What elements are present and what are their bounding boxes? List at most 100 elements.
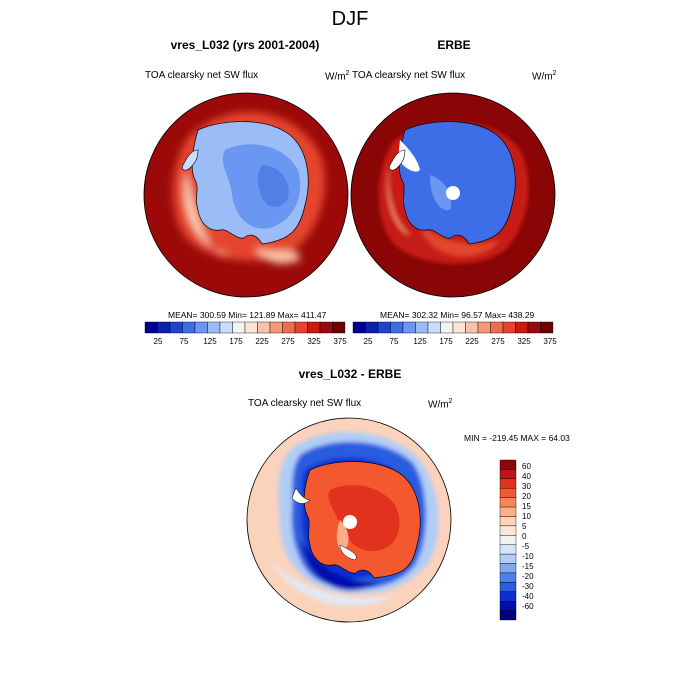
diff-colorbar-swatch <box>499 582 517 592</box>
cb2-label: 325 <box>517 337 531 346</box>
colorbar-swatch <box>352 321 366 334</box>
diff-colorbar-swatch <box>499 478 517 489</box>
colorbar-swatch <box>452 321 466 334</box>
colorbar-swatch <box>219 321 233 334</box>
cb1-label: 75 <box>179 337 189 346</box>
colorbar-swatch <box>365 321 379 334</box>
vcb-label: 5 <box>522 522 527 531</box>
panel2-variable-label: TOA clearsky net SW flux <box>352 70 466 81</box>
panel2-title: ERBE <box>437 38 471 52</box>
vcb-label: 10 <box>522 512 531 521</box>
vcb-label: 60 <box>522 462 531 471</box>
vcb-label: -15 <box>522 562 534 571</box>
diff-colorbar-swatch <box>499 459 517 470</box>
vcb-label: -10 <box>522 552 534 561</box>
diff-map <box>247 418 451 622</box>
colorbar-swatch <box>502 321 516 334</box>
vcb-label: -20 <box>522 572 534 581</box>
diff-stats: MIN = -219.45 MAX = 64.03 <box>464 433 570 443</box>
diff-colorbar-swatch <box>499 469 517 480</box>
cb2-label: 75 <box>389 337 399 346</box>
colorbar-swatch <box>477 321 491 334</box>
cb1-label: 275 <box>281 337 295 346</box>
colorbar-swatch <box>415 321 429 334</box>
diff-title: vres_L032 - ERBE <box>298 367 402 381</box>
colorbar-swatch <box>194 321 208 334</box>
main-title: DJF <box>331 8 369 30</box>
cb2-label: 225 <box>465 337 479 346</box>
colorbar-swatch <box>169 321 183 334</box>
diff-colorbar <box>499 459 517 621</box>
diff-variable-label: TOA clearsky net SW flux <box>248 398 362 409</box>
vcb-label: 30 <box>522 482 531 491</box>
colorbar-swatch <box>527 321 541 334</box>
colorbar-swatch <box>390 321 404 334</box>
colorbar-swatch <box>294 321 308 334</box>
diff-colorbar-swatch <box>499 563 517 574</box>
colorbar-swatch <box>144 321 158 334</box>
vcb-label: -60 <box>522 602 534 611</box>
colorbar-swatch <box>282 321 296 334</box>
panel1-title: vres_L032 (yrs 2001-2004) <box>170 38 320 52</box>
vcb-label: 0 <box>522 532 527 541</box>
diff-colorbar-swatch <box>499 488 517 498</box>
cb1-label: 375 <box>333 337 347 346</box>
cb2-label: 275 <box>491 337 505 346</box>
diff-colorbar-swatch <box>499 572 517 583</box>
colorbar-swatch <box>332 321 346 334</box>
cb1-label: 225 <box>255 337 269 346</box>
diff-colorbar-swatch <box>499 497 517 508</box>
diff-colorbar-swatch <box>499 535 517 545</box>
colorbar-swatch <box>307 321 321 334</box>
panel1-unit: W/m2 <box>325 70 350 83</box>
panel1-variable-label: TOA clearsky net SW flux <box>145 70 259 81</box>
cb1-label: 175 <box>229 337 243 346</box>
diff-colorbar-swatch <box>499 516 517 527</box>
vcb-label: 40 <box>522 472 531 481</box>
cb2-label: 375 <box>543 337 557 346</box>
diff-colorbar-swatch <box>499 610 517 621</box>
colorbar-swatch <box>402 321 416 334</box>
colorbar-swatch <box>244 321 258 334</box>
vcb-label: 20 <box>522 492 531 501</box>
panel2-unit: W/m2 <box>532 70 557 83</box>
cb1-label: 125 <box>203 337 217 346</box>
colorbar-swatch <box>377 321 391 334</box>
colorbar-swatch <box>427 321 441 334</box>
vcb-label: -40 <box>522 592 534 601</box>
cb1-label: 325 <box>307 337 321 346</box>
colorbar-swatch <box>540 321 554 334</box>
colorbar-swatch <box>157 321 171 334</box>
cb1-label: 25 <box>153 337 163 346</box>
colorbar-swatch <box>440 321 454 334</box>
vcb-label: -30 <box>522 582 534 591</box>
colorbar1 <box>144 321 346 334</box>
vcb-label: -5 <box>522 542 530 551</box>
diff-colorbar-swatch <box>499 591 517 602</box>
vcb-label: 15 <box>522 502 531 511</box>
colorbar-swatch <box>232 321 246 334</box>
panel2-map <box>351 93 555 297</box>
cb2-label: 25 <box>363 337 373 346</box>
cb2-label: 175 <box>439 337 453 346</box>
colorbar-swatch <box>257 321 271 334</box>
diff-colorbar-swatch <box>499 525 517 536</box>
diff-colorbar-swatch <box>499 544 517 555</box>
colorbar-swatch <box>319 321 333 334</box>
panel1-stats: MEAN= 300.59 Min= 121.89 Max= 411.47 <box>168 310 327 320</box>
colorbar-swatch <box>207 321 221 334</box>
diff-unit: W/m2 <box>428 398 453 411</box>
colorbar-swatch <box>465 321 479 334</box>
colorbar-swatch <box>269 321 283 334</box>
diff-colorbar-swatch <box>499 553 517 564</box>
cb2-label: 125 <box>413 337 427 346</box>
colorbar-swatch <box>515 321 529 334</box>
panel1-map <box>144 93 348 297</box>
panel2-stats: MEAN= 302.32 Min= 96.57 Max= 438.29 <box>380 310 535 320</box>
colorbar-swatch <box>182 321 196 334</box>
colorbar2 <box>352 321 554 334</box>
diff-colorbar-swatch <box>499 600 517 611</box>
diff-colorbar-swatch <box>499 506 517 517</box>
colorbar-swatch <box>490 321 504 334</box>
